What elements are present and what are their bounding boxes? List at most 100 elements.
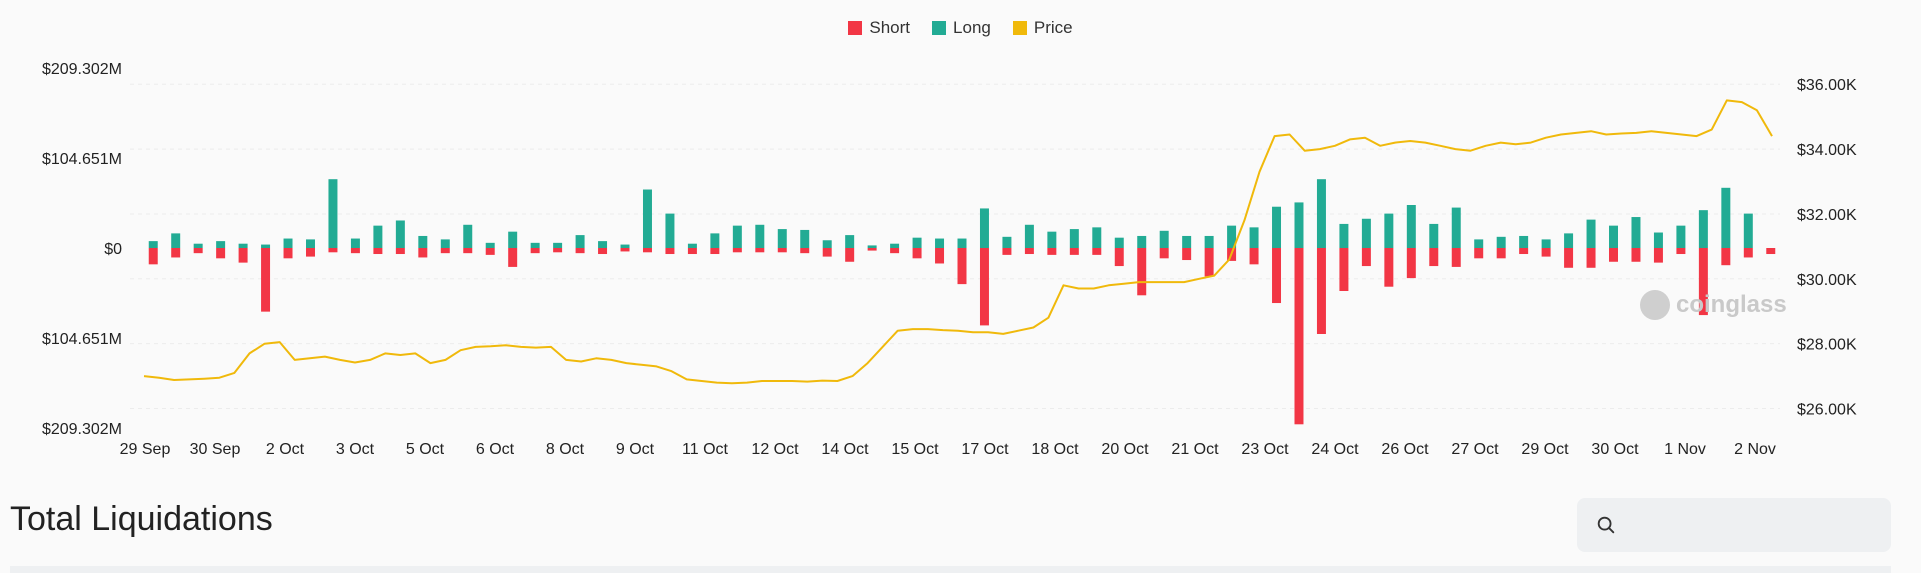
short-bar (530, 248, 540, 254)
x-axis-tick-label: 11 Oct (682, 441, 729, 458)
x-axis-tick-label: 6 Oct (476, 441, 515, 458)
short-bar (598, 248, 608, 255)
chart-plot: $36.00K $34.00K $32.00K $30.00K $28.00K $26.0… (42, 61, 1857, 458)
x-axis-tick-label: 12 Oct (751, 441, 799, 458)
short-bar (687, 248, 697, 255)
long-bar (1653, 232, 1663, 248)
long-bar (1002, 236, 1012, 248)
long-bar (508, 231, 518, 248)
long-bar (1429, 223, 1439, 248)
short-bar (1249, 248, 1259, 265)
long-bar (598, 241, 608, 248)
long-bar (463, 224, 473, 248)
short-bar (440, 248, 450, 254)
short-bar (1743, 248, 1753, 258)
long-bar (1519, 235, 1529, 248)
short-bar (373, 248, 383, 255)
short-bar (1721, 248, 1731, 266)
short-bar (1406, 248, 1416, 279)
long-bar (620, 244, 630, 248)
legend-item-long[interactable]: Long (932, 18, 991, 38)
long-bar (1474, 239, 1484, 248)
long-bar (1361, 218, 1371, 248)
short-bar (1451, 248, 1461, 267)
long-bar (665, 213, 675, 248)
long-bar (710, 233, 720, 248)
long-bar (1541, 239, 1551, 248)
long-bar (1204, 235, 1214, 248)
short-bar (1496, 248, 1506, 259)
long-bar (1316, 179, 1326, 248)
right-axis-tick-label: $26.00K (1797, 402, 1857, 419)
short-bar (979, 248, 989, 326)
watermark: coinglass (1640, 290, 1787, 320)
long-bar (1182, 235, 1192, 248)
long-bar (1496, 236, 1506, 248)
long-bar (306, 239, 315, 248)
long-bar (485, 242, 495, 248)
short-bar (575, 248, 585, 254)
long-bar (979, 208, 989, 248)
x-axis-tick-label: 9 Oct (616, 441, 655, 458)
long-bar (1721, 187, 1731, 248)
short-bar (1519, 248, 1529, 255)
short-bar (1586, 248, 1596, 268)
short-bar (912, 248, 922, 259)
long-bar (1137, 235, 1147, 248)
long-bar (283, 238, 293, 248)
long-bar (935, 238, 945, 248)
short-bar (1316, 248, 1326, 335)
short-bar (508, 248, 518, 267)
liquidation-chart: Short Long Price $36.00K $34.00K $32.00K $3… (42, 18, 1857, 458)
short-bar (1429, 248, 1439, 267)
short-bar (1474, 248, 1484, 259)
short-bar (306, 248, 315, 257)
short-bar (1564, 248, 1574, 268)
short-bar (418, 248, 428, 258)
legend-item-price[interactable]: Price (1012, 18, 1073, 38)
long-bar (1092, 227, 1102, 248)
x-axis-tick-label: 14 Oct (821, 441, 869, 458)
short-bar (1676, 248, 1686, 255)
short-bar (1024, 248, 1034, 255)
long-bar (1272, 206, 1282, 248)
long-bar (957, 238, 967, 248)
x-axis-tick-label: 8 Oct (546, 441, 585, 458)
legend-label-long: Long (953, 18, 991, 37)
long-bar (350, 238, 360, 248)
x-axis-tick-label: 2 Oct (266, 441, 305, 458)
short-bar (148, 248, 158, 265)
watermark-text: coinglass (1676, 291, 1787, 318)
short-swatch (848, 21, 863, 35)
short-bar (1114, 248, 1124, 267)
short-bar (283, 248, 293, 259)
short-bar (957, 248, 967, 285)
short-bar (710, 248, 720, 255)
x-axis-tick-label: 15 Oct (891, 441, 939, 458)
short-bar (1182, 248, 1192, 261)
search-icon (1597, 516, 1615, 534)
short-bar (463, 248, 473, 254)
right-axis-tick-label: $28.00K (1797, 337, 1857, 354)
search-box[interactable] (1577, 498, 1891, 552)
table-header-strip (10, 566, 1891, 573)
long-bar (642, 189, 652, 248)
long-bar (732, 225, 742, 248)
search-input[interactable] (1625, 504, 1889, 546)
long-bar (687, 243, 697, 248)
x-axis-tick-label: 3 Oct (336, 441, 375, 458)
short-bar (193, 248, 203, 254)
short-bar (328, 248, 338, 253)
long-bar (1451, 207, 1461, 248)
long-bar (418, 235, 428, 248)
short-bar (1272, 248, 1282, 304)
long-bar (755, 224, 765, 248)
x-axis-tick-label: 26 Oct (1381, 441, 1429, 458)
long-bar (1069, 229, 1079, 248)
legend-item-short[interactable]: Short (848, 18, 910, 38)
price-swatch (1012, 21, 1027, 35)
coinglass-logo-icon (1640, 290, 1670, 320)
short-bar (1698, 248, 1708, 316)
short-bar (732, 248, 742, 253)
long-bar (890, 243, 900, 248)
